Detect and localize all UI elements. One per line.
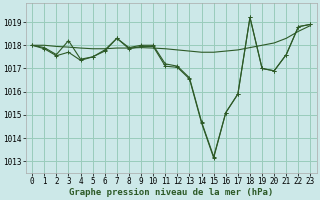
X-axis label: Graphe pression niveau de la mer (hPa): Graphe pression niveau de la mer (hPa) xyxy=(69,188,274,197)
